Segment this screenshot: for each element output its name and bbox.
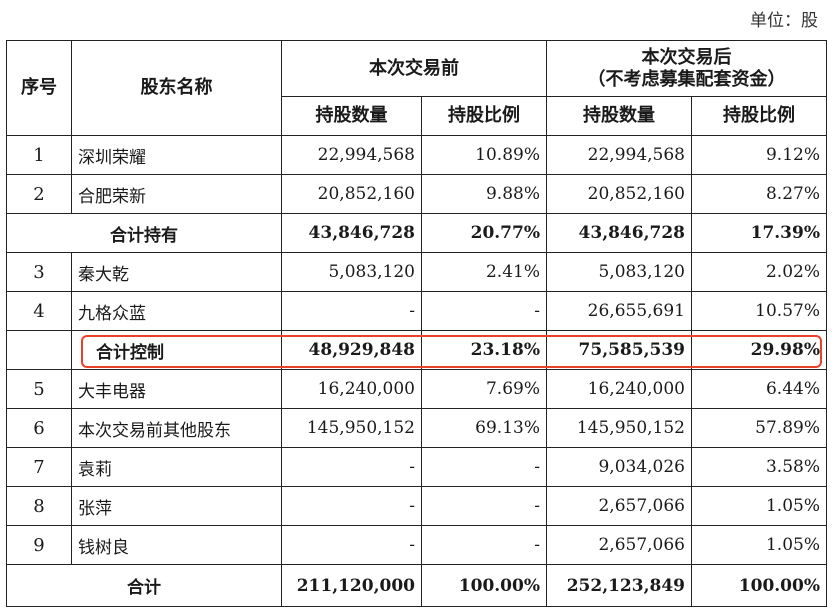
cell-seq: 9	[6, 525, 72, 565]
unit-label: 单位：股	[750, 11, 818, 31]
cell-after-shares: 43,846,728	[546, 213, 692, 253]
cell-seq: 2	[6, 174, 72, 214]
cell-before-ratio: 20.77%	[421, 213, 547, 253]
cell-label: 合计控制	[71, 330, 282, 370]
cell-after-shares: 9,034,026	[546, 447, 692, 487]
shareholding-table: 序号 股东名称 本次交易前 本次交易后 （不考虑募集配套资金） 持股数量 持股比…	[6, 40, 827, 607]
cell-before-shares: -	[281, 447, 422, 487]
cell-after-shares: 20,852,160	[546, 174, 692, 214]
table-row: 6 本次交易前其他股东 145,950,152 69.13% 145,950,1…	[6, 408, 827, 448]
subtotal-row: 合计持有 43,846,728 20.77% 43,846,728 17.39%	[6, 213, 827, 253]
cell-seq: 8	[6, 486, 72, 526]
cell-after-shares: 2,657,066	[546, 486, 692, 526]
cell-name: 钱树良	[71, 525, 282, 565]
cell-after-shares: 2,657,066	[546, 525, 692, 565]
cell-before-ratio: -	[421, 525, 547, 565]
cell-seq: 4	[6, 291, 72, 331]
cell-label: 合计持有	[6, 213, 282, 253]
table-row: 3 秦大乾 5,083,120 2.41% 5,083,120 2.02%	[6, 252, 827, 292]
cell-before-ratio: 9.88%	[421, 174, 547, 214]
cell-seq: 1	[6, 135, 72, 175]
cell-label: 合计	[6, 564, 282, 607]
table-row: 2 合肥荣新 20,852,160 9.88% 20,852,160 8.27%	[6, 174, 827, 214]
cell-after-shares: 252,123,849	[546, 564, 692, 607]
cell-seq: 6	[6, 408, 72, 448]
cell-after-shares: 22,994,568	[546, 135, 692, 175]
header-before-ratio: 持股比例	[421, 96, 547, 136]
cell-before-shares: 20,852,160	[281, 174, 422, 214]
cell-before-shares: 43,846,728	[281, 213, 422, 253]
table-row: 8 张萍 - - 2,657,066 1.05%	[6, 486, 827, 526]
cell-after-ratio: 57.89%	[691, 408, 827, 448]
cell-name: 九格众蓝	[71, 291, 282, 331]
header-before-shares: 持股数量	[281, 96, 422, 136]
cell-before-ratio: -	[421, 291, 547, 331]
cell-before-shares: 5,083,120	[281, 252, 422, 292]
cell-before-ratio: 69.13%	[421, 408, 547, 448]
cell-before-shares: 22,994,568	[281, 135, 422, 175]
table-row: 9 钱树良 - - 2,657,066 1.05%	[6, 525, 827, 565]
cell-after-ratio: 6.44%	[691, 369, 827, 409]
table-row: 4 九格众蓝 - - 26,655,691 10.57%	[6, 291, 827, 331]
cell-name: 秦大乾	[71, 252, 282, 292]
header-after: 本次交易后 （不考虑募集配套资金）	[546, 40, 827, 97]
cell-after-ratio: 29.98%	[691, 330, 827, 370]
header-seq: 序号	[6, 40, 72, 136]
control-total-row: 合计控制 48,929,848 23.18% 75,585,539 29.98%	[6, 330, 827, 370]
cell-after-ratio: 1.05%	[691, 486, 827, 526]
header-name: 股东名称	[71, 40, 282, 136]
cell-after-ratio: 3.58%	[691, 447, 827, 487]
cell-after-ratio: 100.00%	[691, 564, 827, 607]
cell-name: 大丰电器	[71, 369, 282, 409]
grand-total-row: 合计 211,120,000 100.00% 252,123,849 100.0…	[6, 564, 827, 607]
cell-after-ratio: 2.02%	[691, 252, 827, 292]
cell-before-shares: -	[281, 486, 422, 526]
cell-after-shares: 16,240,000	[546, 369, 692, 409]
cell-after-shares: 75,585,539	[546, 330, 692, 370]
cell-after-ratio: 8.27%	[691, 174, 827, 214]
cell-after-ratio: 1.05%	[691, 525, 827, 565]
header-before: 本次交易前	[281, 40, 547, 97]
cell-seq: 3	[6, 252, 72, 292]
cell-before-shares: 211,120,000	[281, 564, 422, 607]
cell-before-ratio: 2.41%	[421, 252, 547, 292]
cell-before-shares: -	[281, 291, 422, 331]
header-after-title: 本次交易后	[641, 46, 732, 68]
cell-before-ratio: 10.89%	[421, 135, 547, 175]
cell-name: 袁莉	[71, 447, 282, 487]
header-after-ratio: 持股比例	[691, 96, 827, 136]
cell-before-ratio: 23.18%	[421, 330, 547, 370]
cell-before-shares: -	[281, 525, 422, 565]
cell-after-shares: 5,083,120	[546, 252, 692, 292]
cell-seq: 7	[6, 447, 72, 487]
cell-before-shares: 145,950,152	[281, 408, 422, 448]
cell-name: 合肥荣新	[71, 174, 282, 214]
cell-name: 张萍	[71, 486, 282, 526]
table-row: 5 大丰电器 16,240,000 7.69% 16,240,000 6.44%	[6, 369, 827, 409]
cell-before-ratio: -	[421, 447, 547, 487]
cell-before-ratio: 7.69%	[421, 369, 547, 409]
header-after-note: （不考虑募集配套资金）	[587, 68, 786, 90]
table-row: 1 深圳荣耀 22,994,568 10.89% 22,994,568 9.12…	[6, 135, 827, 175]
cell-before-shares: 16,240,000	[281, 369, 422, 409]
cell-seq-empty	[6, 330, 72, 370]
cell-name: 深圳荣耀	[71, 135, 282, 175]
cell-before-ratio: -	[421, 486, 547, 526]
cell-after-ratio: 17.39%	[691, 213, 827, 253]
cell-before-shares: 48,929,848	[281, 330, 422, 370]
cell-after-shares: 26,655,691	[546, 291, 692, 331]
table-row: 7 袁莉 - - 9,034,026 3.58%	[6, 447, 827, 487]
cell-after-ratio: 9.12%	[691, 135, 827, 175]
header-after-shares: 持股数量	[546, 96, 692, 136]
cell-name: 本次交易前其他股东	[71, 408, 282, 448]
cell-before-ratio: 100.00%	[421, 564, 547, 607]
cell-after-shares: 145,950,152	[546, 408, 692, 448]
cell-seq: 5	[6, 369, 72, 409]
cell-after-ratio: 10.57%	[691, 291, 827, 331]
